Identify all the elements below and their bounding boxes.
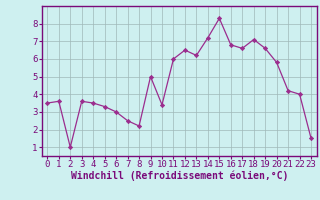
X-axis label: Windchill (Refroidissement éolien,°C): Windchill (Refroidissement éolien,°C) [70, 171, 288, 181]
